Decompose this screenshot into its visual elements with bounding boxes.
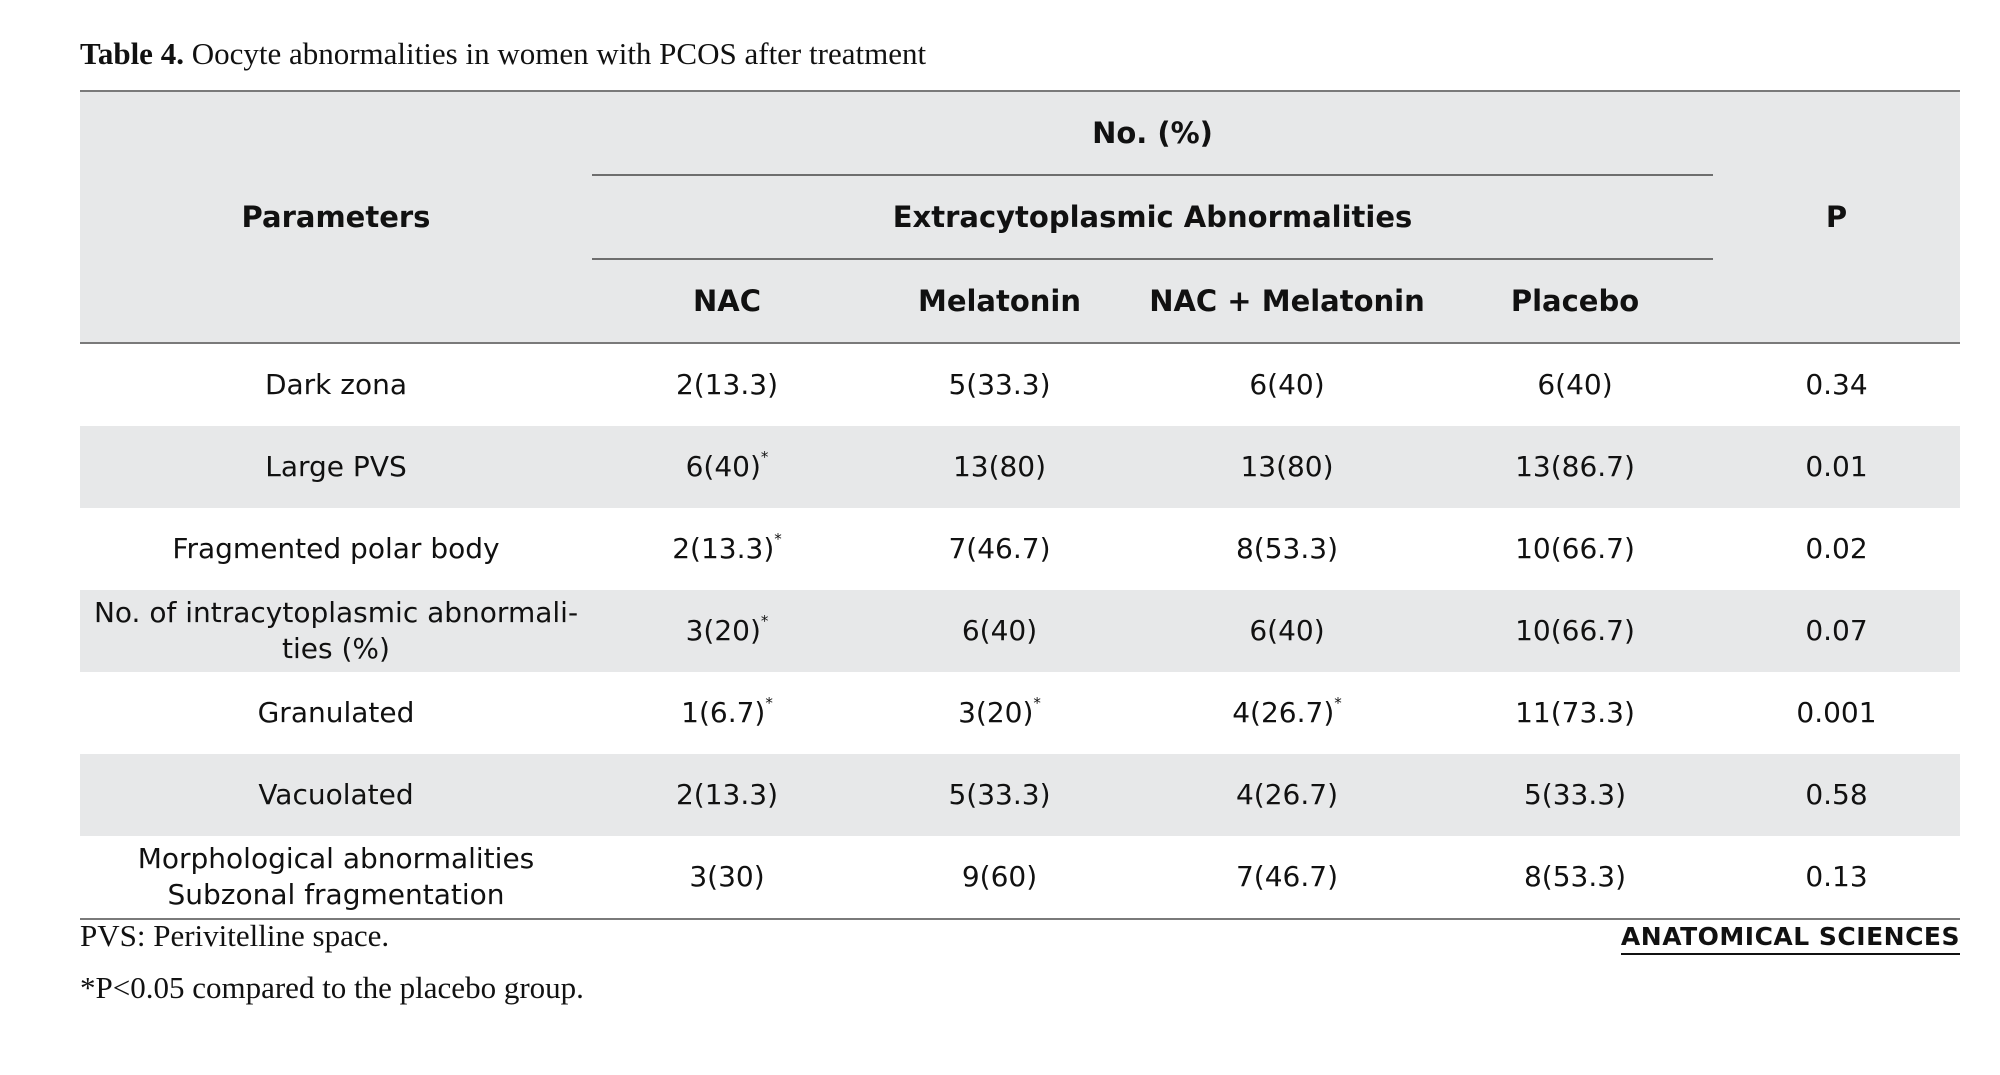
table-header: Parameters No. (%) P Extracytoplasmic Ab… — [80, 91, 1960, 343]
param-cell: No. of intracytoplasmic abnormali-ties (… — [80, 590, 592, 672]
placebo-cell: 8(53.3) — [1437, 836, 1713, 920]
nac-cell: 2(13.3) — [675, 368, 778, 401]
placebo-cell: 5(33.3) — [1437, 754, 1713, 836]
footnote-abbreviation: PVS: Perivitelline space. — [80, 918, 390, 953]
p-value-cell: 0.07 — [1713, 590, 1960, 672]
nac-cell: 6(40)* — [592, 426, 862, 508]
param-cell: Dark zona — [264, 368, 408, 401]
nac-melatonin-cell: 7(46.7) — [1137, 836, 1437, 920]
table-row: Large PVS 6(40)* 13(80) 13(80) 13(86.7) … — [80, 426, 1960, 508]
param-cell: Morphological abnormalities Subzonal frag… — [80, 836, 592, 920]
p-value-cell: 0.58 — [1713, 754, 1960, 836]
nac-cell: 1(6.7)* — [681, 694, 773, 730]
melatonin-cell: 5(33.3) — [948, 368, 1051, 401]
melatonin-cell: 5(33.3) — [862, 754, 1137, 836]
table-row: Granulated 1(6.7)* 3(20)* 4(26.7)* 11(73… — [80, 672, 1960, 754]
col-header-nac-melatonin: NAC + Melatonin — [1137, 259, 1437, 343]
melatonin-cell: 7(46.7) — [948, 532, 1051, 565]
no-percent-header: No. (%) — [592, 91, 1713, 176]
param-cell: Large PVS — [80, 426, 592, 508]
nac-melatonin-cell: 8(53.3) — [1235, 532, 1338, 565]
table-row: No. of intracytoplasmic abnormali-ties (… — [80, 590, 1960, 672]
p-value-cell: 0.02 — [1805, 532, 1868, 565]
nac-melatonin-cell: 4(26.7)* — [1232, 694, 1342, 730]
oocyte-abnormalities-table: Parameters No. (%) P Extracytoplasmic Ab… — [80, 90, 1960, 920]
placebo-cell: 10(66.7) — [1515, 532, 1635, 565]
p-value-cell: 0.01 — [1713, 426, 1960, 508]
nac-melatonin-cell: 6(40) — [1137, 590, 1437, 672]
footnote-significance: *P<0.05 compared to the placebo group. — [80, 970, 584, 1005]
melatonin-cell: 6(40) — [862, 590, 1137, 672]
param-cell: Fragmented polar body — [172, 532, 500, 565]
col-header-melatonin: Melatonin — [862, 259, 1137, 343]
extracytoplasmic-header: Extracytoplasmic Abnormalities — [592, 175, 1713, 260]
journal-logo: ANATOMICAL SCIENCES — [1620, 922, 1960, 955]
nac-melatonin-cell: 13(80) — [1137, 426, 1437, 508]
p-header: P — [1713, 91, 1960, 343]
param-cell: Granulated — [257, 696, 415, 729]
placebo-cell: 6(40) — [1537, 368, 1613, 401]
placebo-cell: 11(73.3) — [1515, 696, 1635, 729]
nac-cell: 2(13.3) — [592, 754, 862, 836]
table-row: Vacuolated 2(13.3) 5(33.3) 4(26.7) 5(33.… — [80, 754, 1960, 836]
nac-melatonin-cell: 6(40) — [1249, 368, 1325, 401]
nac-cell: 3(20)* — [592, 590, 862, 672]
col-header-placebo: Placebo — [1437, 259, 1713, 343]
table-row: Dark zona 2(13.3) 5(33.3) 6(40) 6(40) 0.… — [80, 343, 1960, 426]
melatonin-cell: 3(20)* — [958, 694, 1041, 730]
p-value-cell: 0.001 — [1796, 696, 1877, 729]
param-cell: Vacuolated — [80, 754, 592, 836]
table-caption: Table 4. Oocyte abnormalities in women w… — [80, 36, 926, 72]
melatonin-cell: 13(80) — [862, 426, 1137, 508]
p-value-cell: 0.34 — [1805, 368, 1868, 401]
nac-cell: 2(13.3)* — [672, 530, 782, 566]
nac-melatonin-cell: 4(26.7) — [1137, 754, 1437, 836]
col-header-nac: NAC — [592, 259, 862, 343]
table-label: Table 4. — [80, 36, 184, 71]
placebo-cell: 13(86.7) — [1437, 426, 1713, 508]
table-row: Morphological abnormalities Subzonal frag… — [80, 836, 1960, 920]
p-value-cell: 0.13 — [1713, 836, 1960, 920]
placebo-cell: 10(66.7) — [1437, 590, 1713, 672]
table-body: Dark zona 2(13.3) 5(33.3) 6(40) 6(40) 0.… — [80, 343, 1960, 920]
nac-cell: 3(30) — [592, 836, 862, 920]
table-row: Fragmented polar body 2(13.3)* 7(46.7) 8… — [80, 508, 1960, 590]
melatonin-cell: 9(60) — [862, 836, 1137, 920]
table-title: Oocyte abnormalities in women with PCOS … — [191, 36, 927, 71]
parameters-header: Parameters — [80, 91, 592, 343]
